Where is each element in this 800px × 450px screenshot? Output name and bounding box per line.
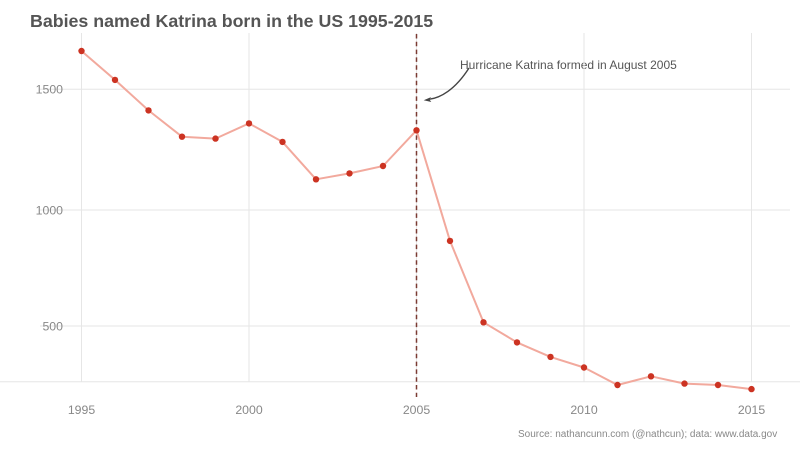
svg-text:2000: 2000 <box>235 403 263 417</box>
svg-text:1500: 1500 <box>36 83 64 97</box>
svg-text:1995: 1995 <box>68 403 96 417</box>
svg-text:2010: 2010 <box>570 403 598 417</box>
svg-text:500: 500 <box>42 320 63 334</box>
svg-text:2015: 2015 <box>738 403 766 417</box>
svg-text:1000: 1000 <box>36 204 64 218</box>
svg-text:2005: 2005 <box>403 403 431 417</box>
